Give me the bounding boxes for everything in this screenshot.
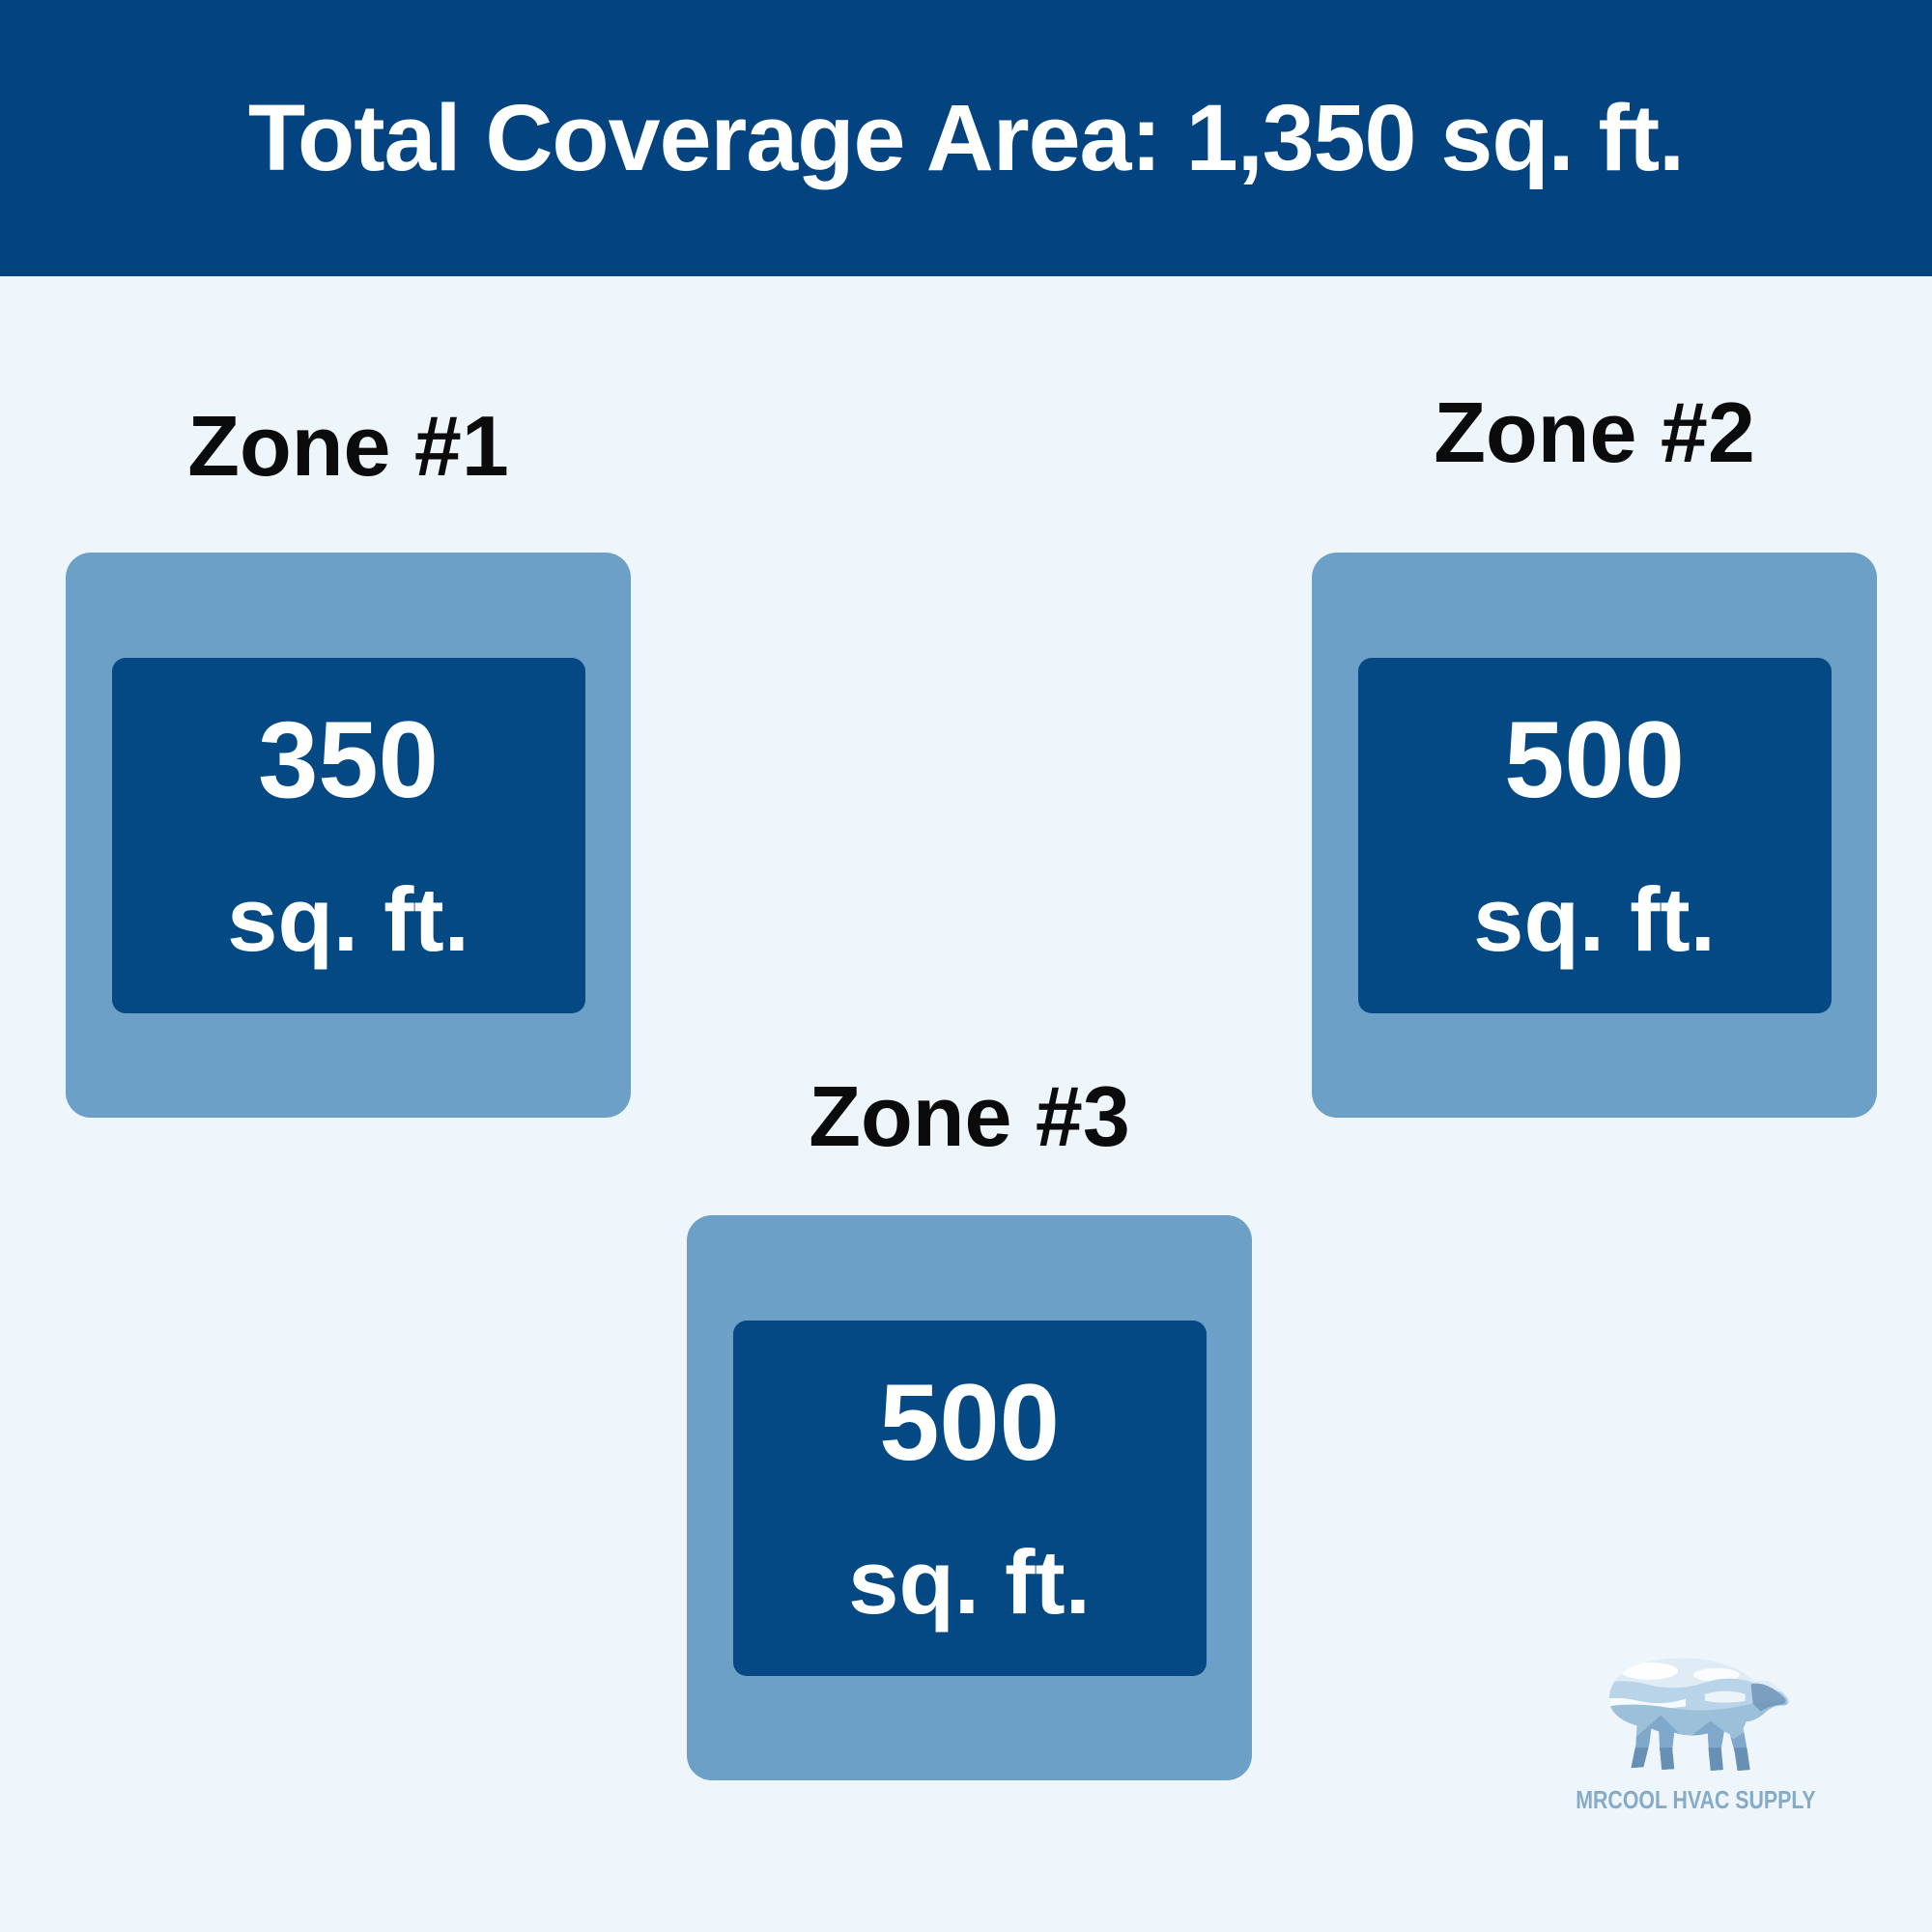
zone2-label: Zone #2	[1434, 384, 1755, 480]
polar-bear-icon	[1608, 1658, 1789, 1772]
zone1-label: Zone #1	[187, 398, 509, 494]
zone3-label: Zone #3	[809, 1068, 1130, 1164]
zone3-area-value: 500	[879, 1361, 1060, 1483]
zone3-coverage-square: 500 sq. ft.	[687, 1215, 1252, 1780]
zone3-area-unit: sq. ft.	[848, 1530, 1091, 1633]
brand-logo: MRCOOL HVAC SUPPLY	[1576, 1648, 1815, 1815]
zone3-area-box: 500 sq. ft.	[732, 1320, 1207, 1676]
zone2-area-box: 500 sq. ft.	[1357, 657, 1832, 1013]
zone2-coverage-square: 500 sq. ft.	[1312, 553, 1877, 1118]
zone2-area-value: 500	[1504, 698, 1685, 820]
zone1-area-unit: sq. ft.	[227, 867, 469, 970]
zone1-area-value: 350	[258, 698, 439, 820]
brand-name: MRCOOL HVAC SUPPLY	[1575, 1785, 1816, 1814]
zone2-area-unit: sq. ft.	[1473, 867, 1716, 970]
zone1-area-box: 350 sq. ft.	[111, 657, 585, 1013]
page-title: Total Coverage Area: 1,350 sq. ft.	[247, 85, 1685, 190]
zone1-coverage-square: 350 sq. ft.	[66, 553, 631, 1118]
header-banner: Total Coverage Area: 1,350 sq. ft.	[0, 0, 1932, 276]
